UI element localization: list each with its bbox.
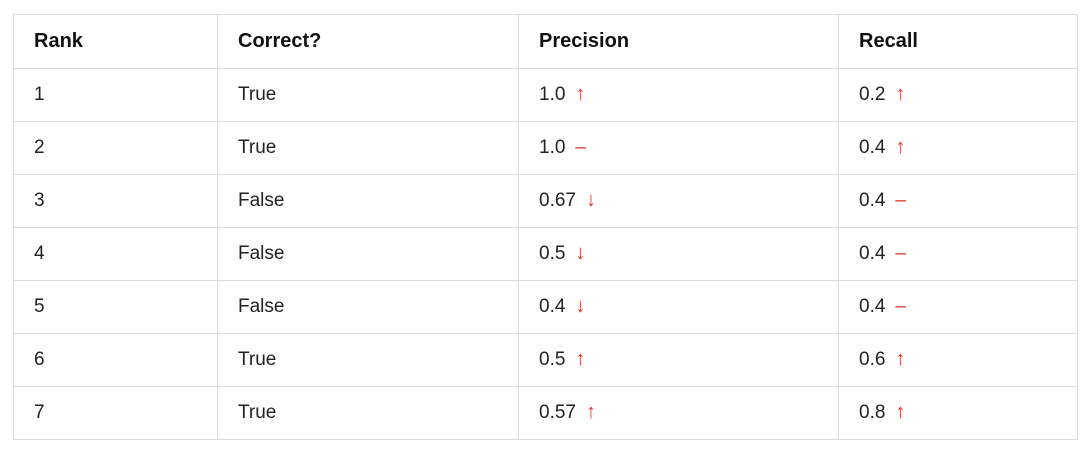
- recall-value: 0.4: [859, 296, 886, 317]
- trend-up-icon: ↑: [575, 348, 586, 370]
- header-row: Rank Correct? Precision Recall: [13, 14, 1078, 69]
- precision-recall-table: Rank Correct? Precision Recall 1 True 1.…: [13, 14, 1078, 440]
- cell-correct: False: [217, 227, 519, 281]
- trend-up-icon: ↑: [585, 401, 596, 423]
- table-row: 3 False 0.67 ↓ 0.4–: [13, 174, 1078, 228]
- cell-rank: 2: [13, 121, 218, 175]
- table-header: Rank Correct? Precision Recall: [13, 14, 1078, 69]
- cell-recall: 0.2 ↑: [838, 68, 1078, 122]
- cell-precision: 0.5 ↓: [518, 227, 839, 281]
- header-precision: Precision: [518, 14, 839, 69]
- precision-value: 0.5: [539, 349, 566, 370]
- header-correct: Correct?: [217, 14, 519, 69]
- recall-value: 0.8: [859, 402, 886, 423]
- trend-up-icon: ↑: [895, 348, 906, 370]
- trend-down-icon: ↓: [585, 189, 596, 211]
- cell-correct: False: [217, 174, 519, 228]
- cell-rank: 1: [13, 68, 218, 122]
- trend-up-icon: ↑: [895, 401, 906, 423]
- header-recall: Recall: [838, 14, 1078, 69]
- header-rank: Rank: [13, 14, 218, 69]
- trend-up-icon: ↑: [895, 136, 906, 158]
- cell-precision: 0.57 ↑: [518, 386, 839, 440]
- cell-precision: 0.4 ↓: [518, 280, 839, 334]
- cell-correct: True: [217, 68, 519, 122]
- cell-precision: 0.67 ↓: [518, 174, 839, 228]
- recall-value: 0.4: [859, 137, 886, 158]
- recall-value: 0.4: [859, 190, 886, 211]
- cell-rank: 7: [13, 386, 218, 440]
- cell-rank: 5: [13, 280, 218, 334]
- cell-rank: 4: [13, 227, 218, 281]
- cell-recall: 0.4–: [838, 174, 1078, 228]
- table-row: 6 True 0.5 ↑ 0.6 ↑: [13, 333, 1078, 387]
- trend-up-icon: ↑: [895, 83, 906, 105]
- precision-value: 0.5: [539, 243, 566, 264]
- cell-precision: 0.5 ↑: [518, 333, 839, 387]
- table-row: 2 True 1.0– 0.4 ↑: [13, 121, 1078, 175]
- cell-precision: 1.0 ↑: [518, 68, 839, 122]
- precision-value: 1.0: [539, 137, 566, 158]
- precision-value: 0.57: [539, 402, 576, 423]
- cell-correct: True: [217, 121, 519, 175]
- cell-rank: 3: [13, 174, 218, 228]
- table-row: 5 False 0.4 ↓ 0.4–: [13, 280, 1078, 334]
- precision-value: 0.67: [539, 190, 576, 211]
- table-clip-edge: [13, 444, 1077, 474]
- table-row: 7 True 0.57 ↑ 0.8 ↑: [13, 386, 1078, 440]
- trend-flat-icon: –: [895, 296, 906, 317]
- cell-recall: 0.6 ↑: [838, 333, 1078, 387]
- trend-flat-icon: –: [895, 190, 906, 211]
- cell-correct: False: [217, 280, 519, 334]
- trend-down-icon: ↓: [575, 242, 586, 264]
- recall-value: 0.2: [859, 84, 886, 105]
- cell-recall: 0.4 ↑: [838, 121, 1078, 175]
- trend-flat-icon: –: [575, 137, 586, 158]
- precision-value: 0.4: [539, 296, 566, 317]
- cell-precision: 1.0–: [518, 121, 839, 175]
- trend-up-icon: ↑: [575, 83, 586, 105]
- trend-flat-icon: –: [895, 243, 906, 264]
- recall-value: 0.6: [859, 349, 886, 370]
- cell-recall: 0.4–: [838, 280, 1078, 334]
- cell-recall: 0.8 ↑: [838, 386, 1078, 440]
- cell-rank: 6: [13, 333, 218, 387]
- precision-value: 1.0: [539, 84, 566, 105]
- trend-down-icon: ↓: [575, 295, 586, 317]
- table-row: 1 True 1.0 ↑ 0.2 ↑: [13, 68, 1078, 122]
- cell-recall: 0.4–: [838, 227, 1078, 281]
- precision-recall-table-container: Rank Correct? Precision Recall 1 True 1.…: [13, 14, 1078, 440]
- table-body: 1 True 1.0 ↑ 0.2 ↑ 2 True 1.0– 0.4 ↑ 3 Fals…: [13, 68, 1078, 440]
- recall-value: 0.4: [859, 243, 886, 264]
- cell-correct: True: [217, 386, 519, 440]
- table-row: 4 False 0.5 ↓ 0.4–: [13, 227, 1078, 281]
- cell-correct: True: [217, 333, 519, 387]
